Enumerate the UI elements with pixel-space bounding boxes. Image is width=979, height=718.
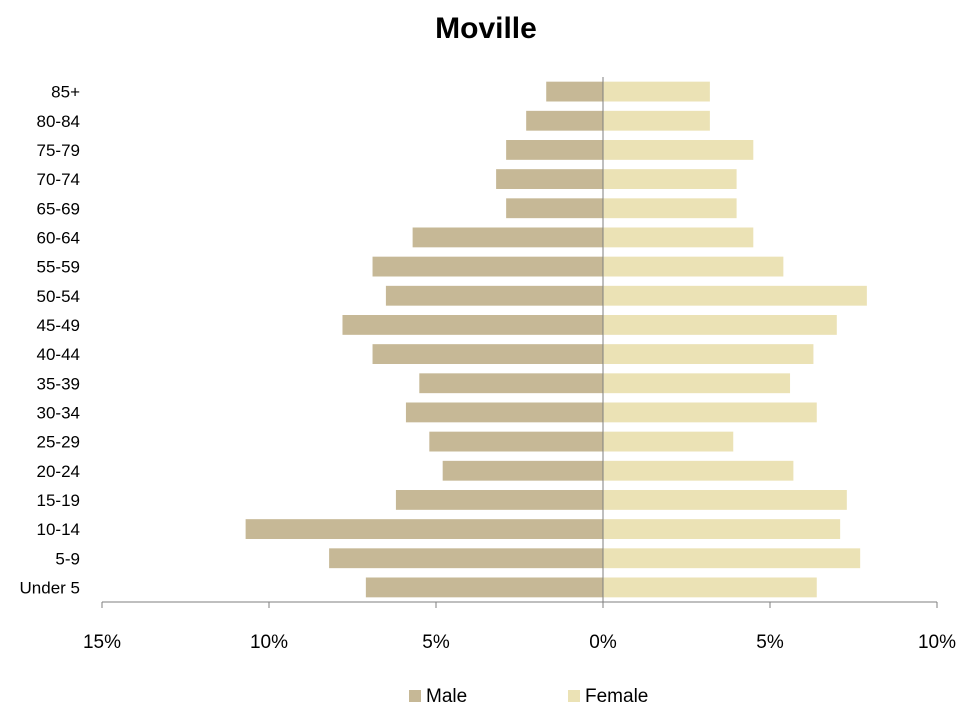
bar-male-5-9 xyxy=(329,548,603,569)
bar-male-65-69 xyxy=(506,198,603,219)
bar-female-55-59 xyxy=(603,256,784,277)
bar-female-10-14 xyxy=(603,519,841,539)
bar-male-40-44 xyxy=(372,344,603,364)
category-label: 20-24 xyxy=(37,462,80,481)
category-label: 45-49 xyxy=(37,316,80,335)
bar-female-25-29 xyxy=(603,431,734,452)
category-label: 70-74 xyxy=(37,170,80,189)
bar-male-45-49 xyxy=(342,315,603,335)
bar-female-15-19 xyxy=(603,490,847,510)
bar-male-25-29 xyxy=(429,431,603,452)
bar-female-75-79 xyxy=(603,140,754,160)
bar-female-under-5 xyxy=(603,577,817,598)
bar-male-under-5 xyxy=(365,577,603,598)
category-label: 75-79 xyxy=(37,141,80,160)
x-tick-label: 5% xyxy=(756,632,784,653)
category-label: 85+ xyxy=(51,83,80,102)
category-label: 80-84 xyxy=(37,112,80,131)
bar-female-40-44 xyxy=(603,344,814,364)
category-label: 55-59 xyxy=(37,258,80,277)
chart-title: Moville xyxy=(435,12,537,45)
category-labels: 85+ 80-84 75-79 70-74 65-69 60-64 55-59 50-54 45… xyxy=(20,83,81,598)
bar-female-35-39 xyxy=(603,373,791,394)
bar-female-60-64 xyxy=(603,227,754,248)
category-label: 25-29 xyxy=(37,433,80,452)
x-tick-label: 10% xyxy=(250,632,288,653)
bar-female-70-74 xyxy=(603,169,737,189)
legend-label-female: Female xyxy=(585,686,648,707)
bar-male-70-74 xyxy=(496,169,603,189)
bar-female-80-84 xyxy=(603,110,710,131)
category-label: 15-19 xyxy=(37,491,80,510)
bar-male-80-84 xyxy=(526,110,603,131)
category-label: 60-64 xyxy=(37,228,80,247)
bar-male-85- xyxy=(546,81,603,102)
category-label: 50-54 xyxy=(37,287,80,306)
bar-female-50-54 xyxy=(603,285,867,306)
legend-swatch-female xyxy=(568,690,580,702)
bar-female-85- xyxy=(603,81,710,102)
category-label: 10-14 xyxy=(37,520,80,539)
category-label: 40-44 xyxy=(37,345,80,364)
bars-group xyxy=(245,81,867,598)
bar-female-65-69 xyxy=(603,198,737,219)
legend: Male Female xyxy=(409,686,648,707)
bar-male-55-59 xyxy=(372,256,603,277)
bar-male-30-34 xyxy=(405,402,603,423)
legend-swatch-male xyxy=(409,690,421,702)
bar-male-15-19 xyxy=(395,490,603,510)
category-label: 5-9 xyxy=(55,549,80,568)
x-tick-label: 10% xyxy=(918,632,956,653)
category-label: Under 5 xyxy=(20,578,80,597)
bar-male-50-54 xyxy=(385,285,603,306)
bar-male-75-79 xyxy=(506,140,603,160)
category-label: 35-39 xyxy=(37,374,80,393)
bar-female-30-34 xyxy=(603,402,817,423)
x-tick-label: 5% xyxy=(422,632,450,653)
category-label: 30-34 xyxy=(37,403,80,422)
category-label: 65-69 xyxy=(37,199,80,218)
x-axis: 15% 10% 5% 0% 5% 10% xyxy=(83,77,956,653)
bar-male-10-14 xyxy=(245,519,603,539)
x-tick-label: 15% xyxy=(83,632,121,653)
bar-female-45-49 xyxy=(603,315,837,335)
bar-male-60-64 xyxy=(412,227,603,248)
bar-male-35-39 xyxy=(419,373,603,394)
bar-female-20-24 xyxy=(603,460,794,481)
bar-male-20-24 xyxy=(442,460,603,481)
bar-female-5-9 xyxy=(603,548,861,569)
legend-label-male: Male xyxy=(426,686,467,707)
x-tick-label: 0% xyxy=(589,632,617,653)
